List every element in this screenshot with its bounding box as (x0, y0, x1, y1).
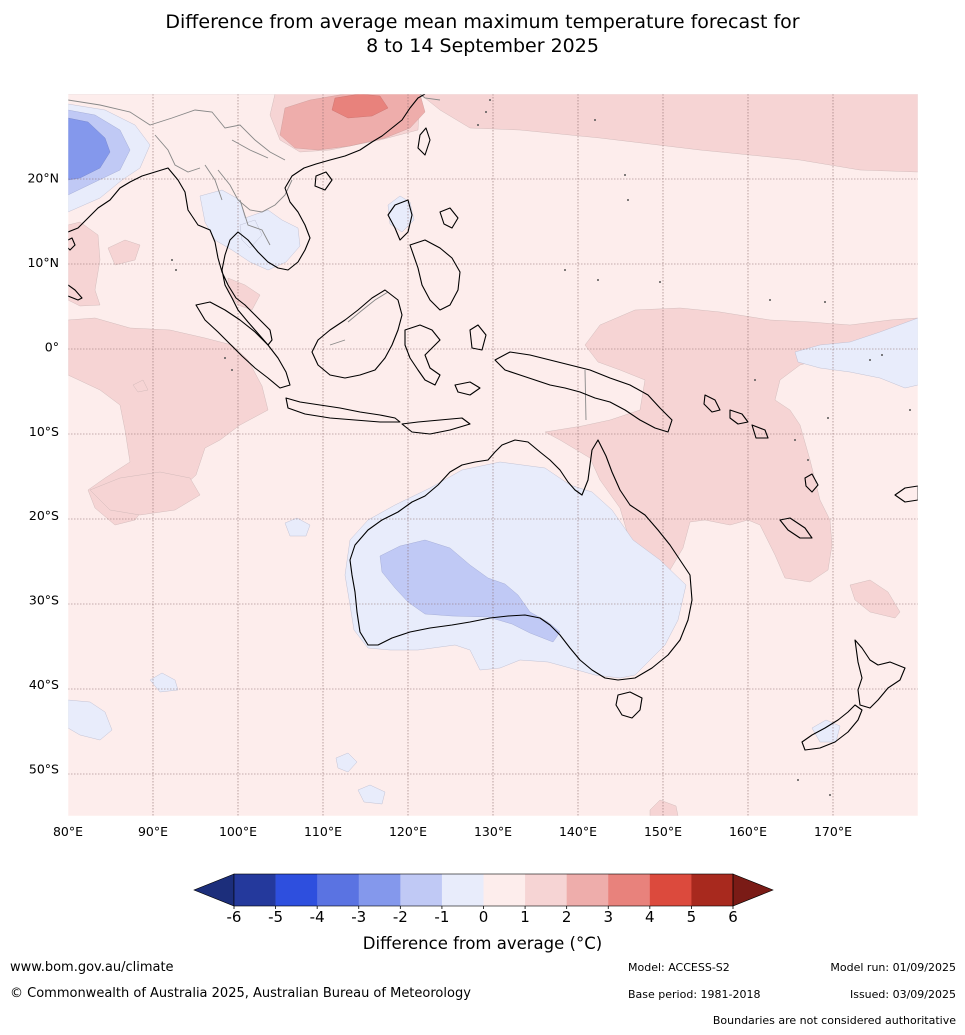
map-title: Difference from average mean maximum tem… (0, 10, 965, 58)
colorbar-tick-label: 1 (520, 908, 530, 926)
colorbar-tick-label: -5 (268, 908, 283, 926)
country-borders (68, 94, 587, 421)
colorbar-segment (441, 874, 484, 906)
colorbar-segment (317, 874, 360, 906)
footer-model: Model: ACCESS-S2 (628, 961, 730, 974)
colorbar-segment (691, 874, 734, 906)
footer-issued: Issued: 03/09/2025 (849, 988, 956, 1001)
map-frame (67, 93, 919, 817)
longitude-labels: 80°E 90°E 100°E 110°E 120°E 130°E 140°E 150°E 16… (53, 824, 852, 839)
colorbar-segment (608, 874, 651, 906)
anomaly-region-2-3 (279, 94, 426, 151)
latitude-label: 40°S (29, 677, 59, 692)
colorbar-tick-label: -4 (310, 908, 325, 926)
colorbar-tick-label: -1 (434, 908, 449, 926)
colorbar-segment (566, 874, 609, 906)
colorbar-tick-label: 6 (728, 908, 738, 926)
anomaly-region-neg3-neg2 (68, 117, 111, 181)
colorbar-extend-high (732, 873, 774, 907)
colorbar-segment (649, 874, 692, 906)
colorbar-segment (400, 874, 443, 906)
colorbar-tick-label: 2 (562, 908, 572, 926)
latitude-label: 30°S (29, 593, 59, 608)
gridlines (68, 94, 918, 816)
colorbar-segment (275, 874, 318, 906)
latitude-label: 10°N (27, 255, 59, 270)
map-title-line-1: Difference from average mean maximum tem… (165, 11, 800, 33)
colorbar-tick-label: 4 (645, 908, 655, 926)
colorbar-tick-label: -3 (351, 908, 366, 926)
footer-url[interactable]: www.bom.gov.au/climate (10, 960, 174, 975)
longitude-label: 150°E (644, 824, 682, 839)
latitude-label: 0° (45, 339, 59, 354)
colorbar-segment (525, 874, 567, 906)
latitude-labels: 20°N 10°N 0° 10°S 20°S 30°S 40°S 50°S (27, 170, 59, 776)
colorbar-extend-low (193, 873, 235, 907)
latitude-label: 20°S (29, 508, 59, 523)
longitude-label: 90°E (138, 824, 168, 839)
longitude-label: 120°E (389, 824, 427, 839)
anomaly-region-1-2 (68, 94, 918, 816)
small-islands (171, 99, 911, 796)
colorbar-tick-label: -2 (393, 908, 408, 926)
colorbar-segment (358, 874, 401, 906)
longitude-label: 100°E (219, 824, 257, 839)
colorbar-tick-label: 3 (603, 908, 613, 926)
colorbar-segment (483, 874, 526, 906)
footer-disclaimer: Boundaries are not considered authoritat… (712, 1014, 956, 1027)
colorbar-tick-label: 0 (479, 908, 489, 926)
latitude-label: 10°S (29, 424, 59, 439)
latitude-label: 20°N (27, 170, 59, 185)
longitude-label: 80°E (53, 824, 83, 839)
footer-base-period: Base period: 1981-2018 (628, 988, 761, 1001)
latitude-label: 50°S (29, 762, 59, 777)
colorbar-tick-label: 5 (687, 908, 697, 926)
coastlines (68, 94, 918, 751)
longitude-label: 130°E (474, 824, 512, 839)
anomaly-region-3-4 (331, 94, 389, 119)
longitude-label: 170°E (814, 824, 852, 839)
longitude-label: 160°E (729, 824, 767, 839)
map-title-line-2: 8 to 14 September 2025 (366, 35, 599, 57)
footer-copyright: © Commonwealth of Australia 2025, Austra… (10, 986, 471, 1001)
longitude-label: 140°E (559, 824, 597, 839)
map-field (68, 94, 918, 816)
colorbar-tick-label: -6 (227, 908, 242, 926)
colorbar-segment (234, 874, 276, 906)
colorbar: -6 -5 -4 -3 -2 -1 0 1 2 3 4 5 6 (193, 873, 774, 926)
colorbar-title: Difference from average (°C) (362, 934, 603, 953)
longitude-label: 110°E (304, 824, 342, 839)
footer-model-run: Model run: 01/09/2025 (830, 961, 956, 974)
